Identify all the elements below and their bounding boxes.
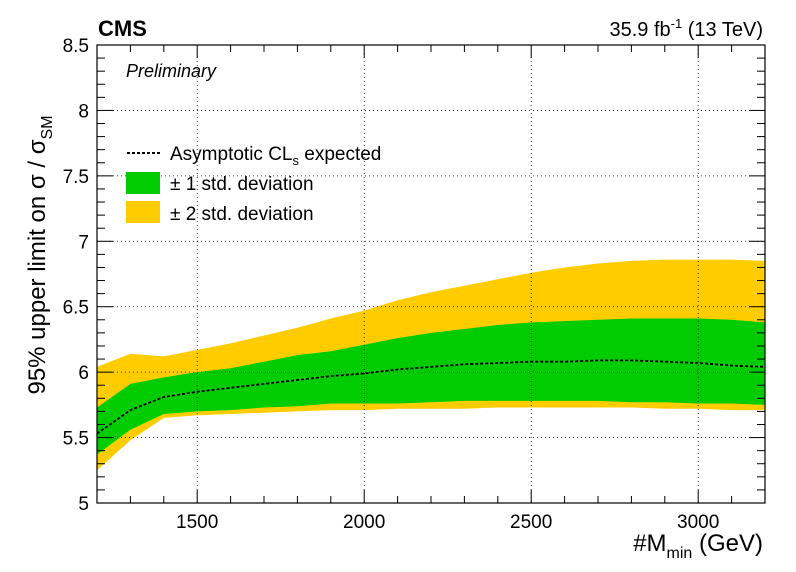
grid-lines — [97, 45, 765, 503]
tick-labels: 1500 2000 2500 3000 5 5.5 6 6.5 7 7.5 8 8.5 — [63, 36, 720, 533]
expected-limit-line — [96, 359, 766, 435]
x-tick-label: 2500 — [510, 512, 552, 533]
y-tick-label: 6 — [78, 363, 89, 384]
x-axis-label: #Mmin (GeV) — [633, 530, 763, 562]
legend-expected-label: Asymptotic CLs expected — [170, 144, 381, 168]
x-label-suffix: (GeV) — [692, 530, 763, 557]
y-tick-label: 8.5 — [63, 36, 89, 57]
uncertainty-bands — [97, 259, 765, 471]
y-label-subscript: SM — [39, 115, 56, 139]
legend-expected-suffix: expected — [299, 144, 381, 165]
y-tick-label: 7 — [78, 232, 89, 253]
legend: Asymptotic CLs expected ± 1 std. deviati… — [126, 144, 381, 225]
y-tick-label: 7.5 — [63, 167, 89, 188]
legend-two-sigma-swatch — [126, 201, 160, 223]
axis-ticks — [96, 44, 766, 504]
y-tick-label: 5.5 — [63, 429, 89, 450]
x-tick-label: 3000 — [677, 512, 719, 533]
legend-expected-subscript: s — [292, 153, 299, 168]
x-tick-label: 2000 — [343, 512, 385, 533]
legend-one-sigma-swatch — [126, 172, 160, 194]
cms-label: CMS — [98, 16, 147, 41]
x-label-prefix: #M — [633, 530, 666, 557]
lumi-exponent: -1 — [671, 16, 683, 31]
y-label-prefix: 95% upper limit on σ / σ — [24, 139, 51, 394]
legend-one-sigma-label: ± 1 std. deviation — [170, 174, 314, 195]
y-tick-label: 5 — [78, 494, 89, 515]
y-tick-label: 6.5 — [63, 298, 89, 319]
lumi-label: 35.9 fb-1 (13 TeV) — [609, 16, 763, 41]
y-tick-label: 8 — [78, 101, 89, 122]
expected-limit-polyline — [96, 359, 766, 435]
legend-two-sigma-label: ± 2 std. deviation — [170, 204, 314, 225]
legend-expected-prefix: Asymptotic CL — [170, 144, 292, 165]
y-axis-label: 95% upper limit on σ / σSM — [24, 115, 56, 394]
preliminary-label: Preliminary — [126, 61, 217, 81]
lumi-energy: (13 TeV) — [682, 19, 763, 41]
x-label-subscript: min — [667, 545, 693, 562]
lumi-value: 35.9 fb — [609, 19, 670, 41]
x-tick-label: 1500 — [176, 512, 218, 533]
one-sigma-band — [97, 318, 765, 455]
